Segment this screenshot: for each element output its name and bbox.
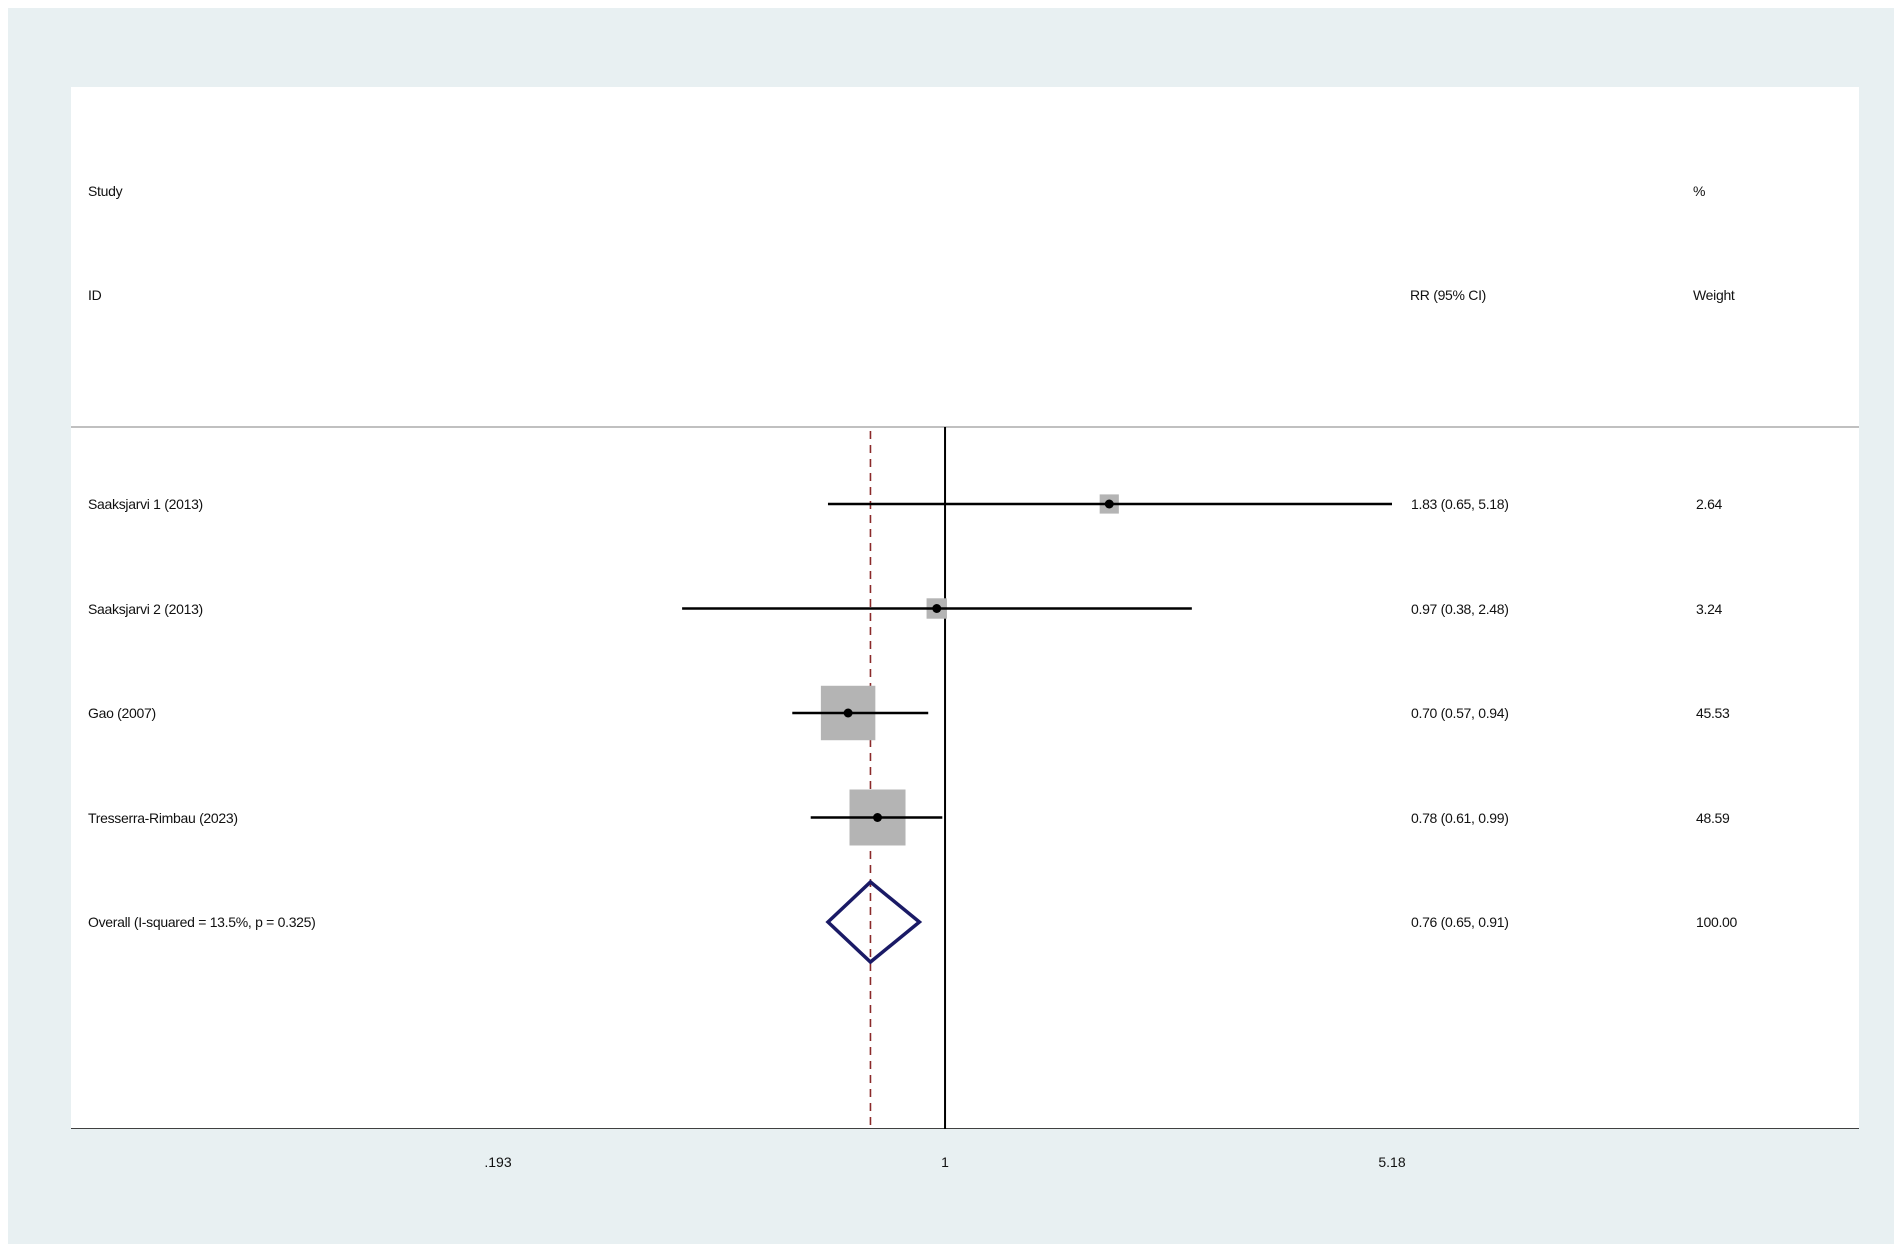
study-label: Saaksjarvi 2 (2013) bbox=[88, 600, 203, 617]
x-tick-label: 5.18 bbox=[1378, 1154, 1406, 1170]
x-tick-label: 1 bbox=[941, 1154, 949, 1170]
study-weight-text: 48.59 bbox=[1696, 809, 1730, 826]
header-study: Study bbox=[88, 183, 123, 199]
chart-frame: Study ID RR (95% CI) % Weight .193 1 5.18 S… bbox=[8, 8, 1894, 1244]
study-weight-text: 3.24 bbox=[1696, 600, 1723, 617]
study-point-estimate bbox=[843, 708, 853, 718]
x-tick-label: .193 bbox=[484, 1154, 512, 1170]
study-label: Saaksjarvi 1 (2013) bbox=[88, 496, 203, 512]
study-weight-text: 2.64 bbox=[1696, 496, 1723, 512]
overall-label: Overall (I-squared = 13.5%, p = 0.325) bbox=[88, 914, 316, 930]
overall-weight-text: 100.00 bbox=[1696, 914, 1738, 930]
study-ci-text: 0.78 (0.61, 0.99) bbox=[1411, 809, 1509, 826]
overall-diamond bbox=[825, 879, 923, 965]
header-id: ID bbox=[88, 287, 102, 303]
study-ci-text: 0.70 (0.57, 0.94) bbox=[1411, 705, 1509, 721]
study-point-estimate bbox=[932, 604, 942, 613]
header-effect: RR (95% CI) bbox=[1410, 287, 1487, 303]
forest-plot-svg bbox=[71, 426, 1859, 1129]
header-weight: Weight bbox=[1693, 287, 1735, 303]
study-weight-text: 45.53 bbox=[1696, 705, 1730, 721]
study-label: Gao (2007) bbox=[88, 705, 156, 721]
overall-ci-text: 0.76 (0.65, 0.91) bbox=[1411, 914, 1509, 930]
plot-area: Study ID RR (95% CI) % Weight .193 1 5.18 S… bbox=[71, 87, 1859, 1170]
study-ci-text: 1.83 (0.65, 5.18) bbox=[1411, 496, 1509, 512]
study-label: Tresserra-Rimbau (2023) bbox=[88, 809, 238, 826]
study-point-estimate bbox=[873, 813, 883, 822]
study-ci-text: 0.97 (0.38, 2.48) bbox=[1411, 600, 1509, 617]
study-point-estimate bbox=[1104, 499, 1114, 509]
header-weight-pct: % bbox=[1693, 183, 1706, 199]
